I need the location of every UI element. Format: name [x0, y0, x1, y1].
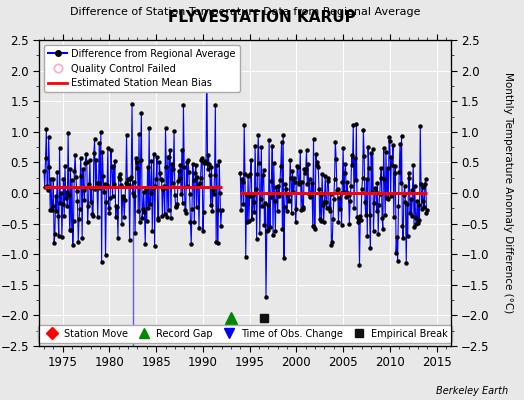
Text: FLYVESTATION KARUP: FLYVESTATION KARUP	[168, 10, 356, 25]
Legend: Station Move, Record Gap, Time of Obs. Change, Empirical Break: Station Move, Record Gap, Time of Obs. C…	[38, 325, 452, 343]
Y-axis label: Monthly Temperature Anomaly Difference (°C): Monthly Temperature Anomaly Difference (…	[504, 72, 514, 314]
Title: Difference of Station Temperature Data from Regional Average: Difference of Station Temperature Data f…	[70, 7, 420, 17]
Text: Berkeley Earth: Berkeley Earth	[436, 386, 508, 396]
